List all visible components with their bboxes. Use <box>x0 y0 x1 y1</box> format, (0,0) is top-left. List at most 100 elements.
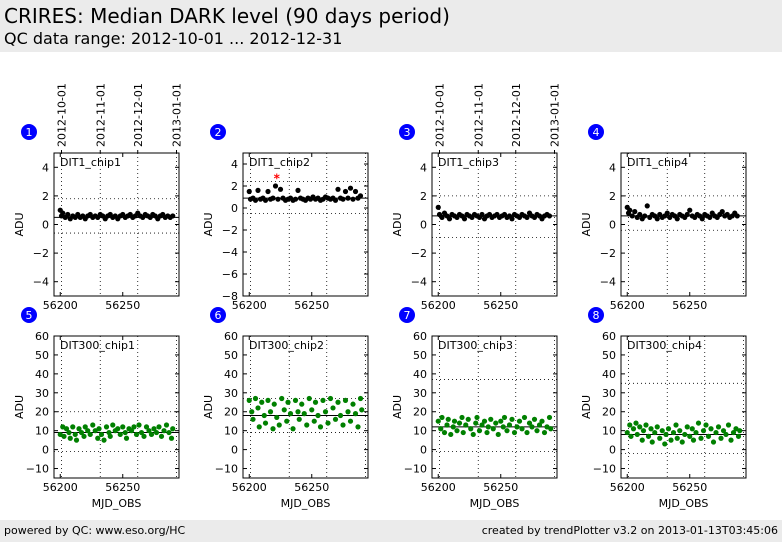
data-point <box>451 418 458 424</box>
y-axis-label: ADU <box>13 395 26 419</box>
date-tick-label: 2012-12-01 <box>510 83 523 147</box>
x-tick-label: 56250 <box>483 481 518 494</box>
y-tick-label: 0 <box>609 219 616 232</box>
y-tick-label: 10 <box>224 425 238 438</box>
y-tick-label: 10 <box>602 425 616 438</box>
data-point <box>98 431 105 438</box>
data-point <box>514 424 520 430</box>
data-point <box>524 429 530 436</box>
plot-background <box>243 336 368 478</box>
data-point <box>490 426 496 432</box>
panel-number: 7 <box>404 309 411 322</box>
data-point <box>345 195 351 201</box>
y-tick-label: 20 <box>602 406 616 419</box>
data-point <box>643 422 649 428</box>
data-point <box>435 418 441 424</box>
data-point <box>654 216 660 222</box>
data-point <box>445 416 451 422</box>
y-axis-label: ADU <box>202 212 215 236</box>
data-series <box>57 207 176 222</box>
panel-label: DIT1_chip4 <box>627 156 688 169</box>
data-point <box>325 420 331 426</box>
data-point <box>493 420 499 426</box>
panel-number-badge <box>399 307 415 323</box>
data-point <box>256 424 262 430</box>
data-point <box>693 429 699 436</box>
data-point <box>70 424 76 430</box>
data-point <box>151 426 157 432</box>
data-point <box>115 426 121 432</box>
x-tick-label: 56250 <box>294 481 329 494</box>
data-point <box>470 431 476 438</box>
data-series <box>57 422 176 443</box>
data-point <box>481 418 488 424</box>
data-point <box>76 426 82 432</box>
y-tick-label: −2 <box>411 247 427 260</box>
data-point <box>332 197 339 203</box>
data-point <box>630 426 637 432</box>
y-axis-label: ADU <box>391 395 404 419</box>
y-tick-label: −2 <box>600 247 616 260</box>
data-point <box>352 411 359 417</box>
data-point <box>249 409 255 415</box>
panel-number-badge <box>399 124 415 140</box>
y-tick-label: −10 <box>404 463 427 476</box>
data-point <box>296 416 302 422</box>
data-point <box>309 407 315 413</box>
data-point <box>82 424 88 430</box>
data-point <box>161 428 167 434</box>
panel-number: 5 <box>26 309 33 322</box>
data-point <box>718 435 724 441</box>
data-point <box>637 424 643 430</box>
data-point <box>166 429 172 436</box>
data-point <box>627 207 633 213</box>
data-point <box>347 418 354 424</box>
x-tick-label: 56250 <box>105 299 140 312</box>
data-point <box>699 216 705 222</box>
data-point <box>465 416 471 422</box>
data-series: * <box>246 171 364 203</box>
x-tick-label: 56200 <box>232 299 267 312</box>
data-point <box>715 424 722 430</box>
panel-label: DIT300_chip4 <box>627 339 702 352</box>
data-point <box>311 418 317 424</box>
y-tick-label: 40 <box>602 368 616 381</box>
data-point <box>281 407 287 413</box>
data-point <box>463 422 469 428</box>
y-tick-label: −2 <box>222 224 238 237</box>
data-point <box>695 420 702 426</box>
data-point <box>546 414 553 421</box>
y-tick-label: 50 <box>413 349 427 362</box>
y-tick-label: 10 <box>413 425 427 438</box>
date-tick-label: 2013-01-01 <box>549 83 562 147</box>
data-point <box>495 431 501 438</box>
data-point <box>684 211 690 218</box>
page-subtitle: QC data range: 2012-10-01 ... 2012-12-31 <box>4 29 343 48</box>
data-point <box>355 424 361 430</box>
y-tick-label: 0 <box>420 219 427 232</box>
data-point <box>170 213 176 219</box>
data-point <box>170 426 176 432</box>
data-point <box>246 188 252 195</box>
x-tick-label: 56200 <box>43 299 78 312</box>
data-point <box>342 397 349 403</box>
y-tick-label: 50 <box>602 349 616 362</box>
data-point <box>713 429 719 436</box>
data-point <box>90 422 96 428</box>
data-point <box>725 422 732 428</box>
y-axis-label: ADU <box>202 395 215 419</box>
y-tick-label: 20 <box>413 406 427 419</box>
data-point <box>342 188 349 195</box>
data-point <box>632 209 638 215</box>
data-point <box>670 429 677 436</box>
data-point <box>246 397 252 403</box>
data-point <box>479 422 485 428</box>
data-point <box>634 431 640 438</box>
y-tick-label: 30 <box>413 387 427 400</box>
plot-background <box>243 153 368 296</box>
data-point <box>359 407 365 413</box>
data-point <box>304 422 310 428</box>
data-point <box>330 405 336 411</box>
data-point <box>123 435 130 441</box>
